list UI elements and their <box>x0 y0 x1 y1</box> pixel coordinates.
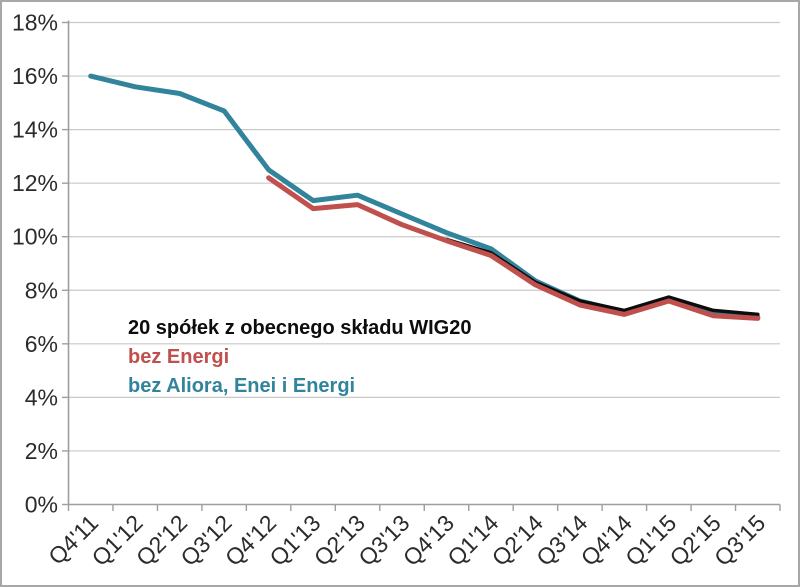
svg-text:Q1'12: Q1'12 <box>86 510 147 571</box>
legend-label-wig20: 20 spółek z obecnego składu WIG20 <box>128 317 472 339</box>
svg-text:Q1'15: Q1'15 <box>620 510 681 571</box>
svg-text:Q1'14: Q1'14 <box>442 510 503 571</box>
svg-text:4%: 4% <box>25 384 58 410</box>
svg-text:18%: 18% <box>12 10 58 36</box>
legend-item-bez-energi: bez Energi <box>128 343 471 372</box>
svg-text:Q3'12: Q3'12 <box>175 510 236 571</box>
svg-text:Q4'12: Q4'12 <box>220 510 281 571</box>
svg-text:16%: 16% <box>12 63 58 89</box>
svg-text:Q3'13: Q3'13 <box>353 510 414 571</box>
svg-text:Q2'12: Q2'12 <box>131 510 192 571</box>
svg-text:Q4'13: Q4'13 <box>398 510 459 571</box>
svg-text:Q2'13: Q2'13 <box>309 510 370 571</box>
svg-text:12%: 12% <box>12 170 58 196</box>
svg-text:Q4'14: Q4'14 <box>576 510 637 571</box>
svg-text:2%: 2% <box>25 438 58 464</box>
legend-item-wig20: 20 spółek z obecnego składu WIG20 <box>128 314 471 343</box>
svg-text:Q2'14: Q2'14 <box>487 510 548 571</box>
svg-text:8%: 8% <box>25 277 58 303</box>
svg-text:Q2'15: Q2'15 <box>665 510 726 571</box>
svg-text:10%: 10% <box>12 224 58 250</box>
svg-text:14%: 14% <box>12 117 58 143</box>
svg-text:Q1'13: Q1'13 <box>264 510 325 571</box>
svg-text:0%: 0% <box>25 492 58 518</box>
legend: 20 spółek z obecnego składu WIG20 bez En… <box>128 314 471 401</box>
legend-label-bez-aliora-enei-energi: bez Aliora, Enei i Energi <box>128 375 356 397</box>
legend-item-bez-aliora-enei-energi: bez Aliora, Enei i Energi <box>128 372 471 401</box>
legend-label-bez-energi: bez Energi <box>128 346 230 368</box>
svg-text:6%: 6% <box>25 331 58 357</box>
svg-text:Q3'15: Q3'15 <box>709 510 770 571</box>
svg-text:Q3'14: Q3'14 <box>531 510 592 571</box>
